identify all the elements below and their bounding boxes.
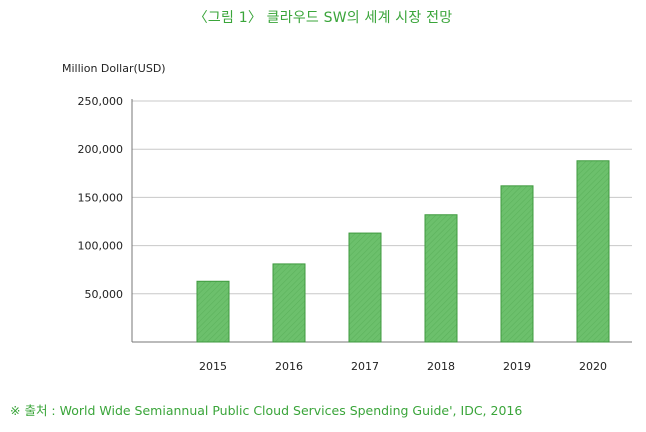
bar-2017 [348, 232, 382, 343]
x-tick-label: 2020 [579, 360, 607, 373]
bar-2018 [424, 214, 458, 343]
x-tick-label: 2018 [427, 360, 455, 373]
y-axis-label: Million Dollar(USD) [62, 62, 166, 75]
chart-title: 〈그림 1〉 클라우드 SW의 세계 시장 전망 [193, 10, 453, 26]
y-tick-label: 250,000 [78, 95, 124, 108]
bar-2015 [196, 280, 230, 343]
bar-2019 [500, 185, 534, 343]
x-tick-label: 2016 [275, 360, 303, 373]
x-tick-label: 2017 [351, 360, 379, 373]
y-tick-label: 50,000 [85, 288, 124, 301]
y-tick-label: 200,000 [78, 143, 124, 156]
bar-2020 [576, 160, 610, 343]
y-tick-label: 150,000 [78, 191, 124, 204]
source-note: ※ 출처 : World Wide Semiannual Public Clou… [10, 403, 523, 418]
bar-2016 [272, 263, 306, 343]
x-tick-label: 2015 [199, 360, 227, 373]
y-tick-label: 100,000 [78, 240, 124, 253]
x-tick-label: 2019 [503, 360, 531, 373]
